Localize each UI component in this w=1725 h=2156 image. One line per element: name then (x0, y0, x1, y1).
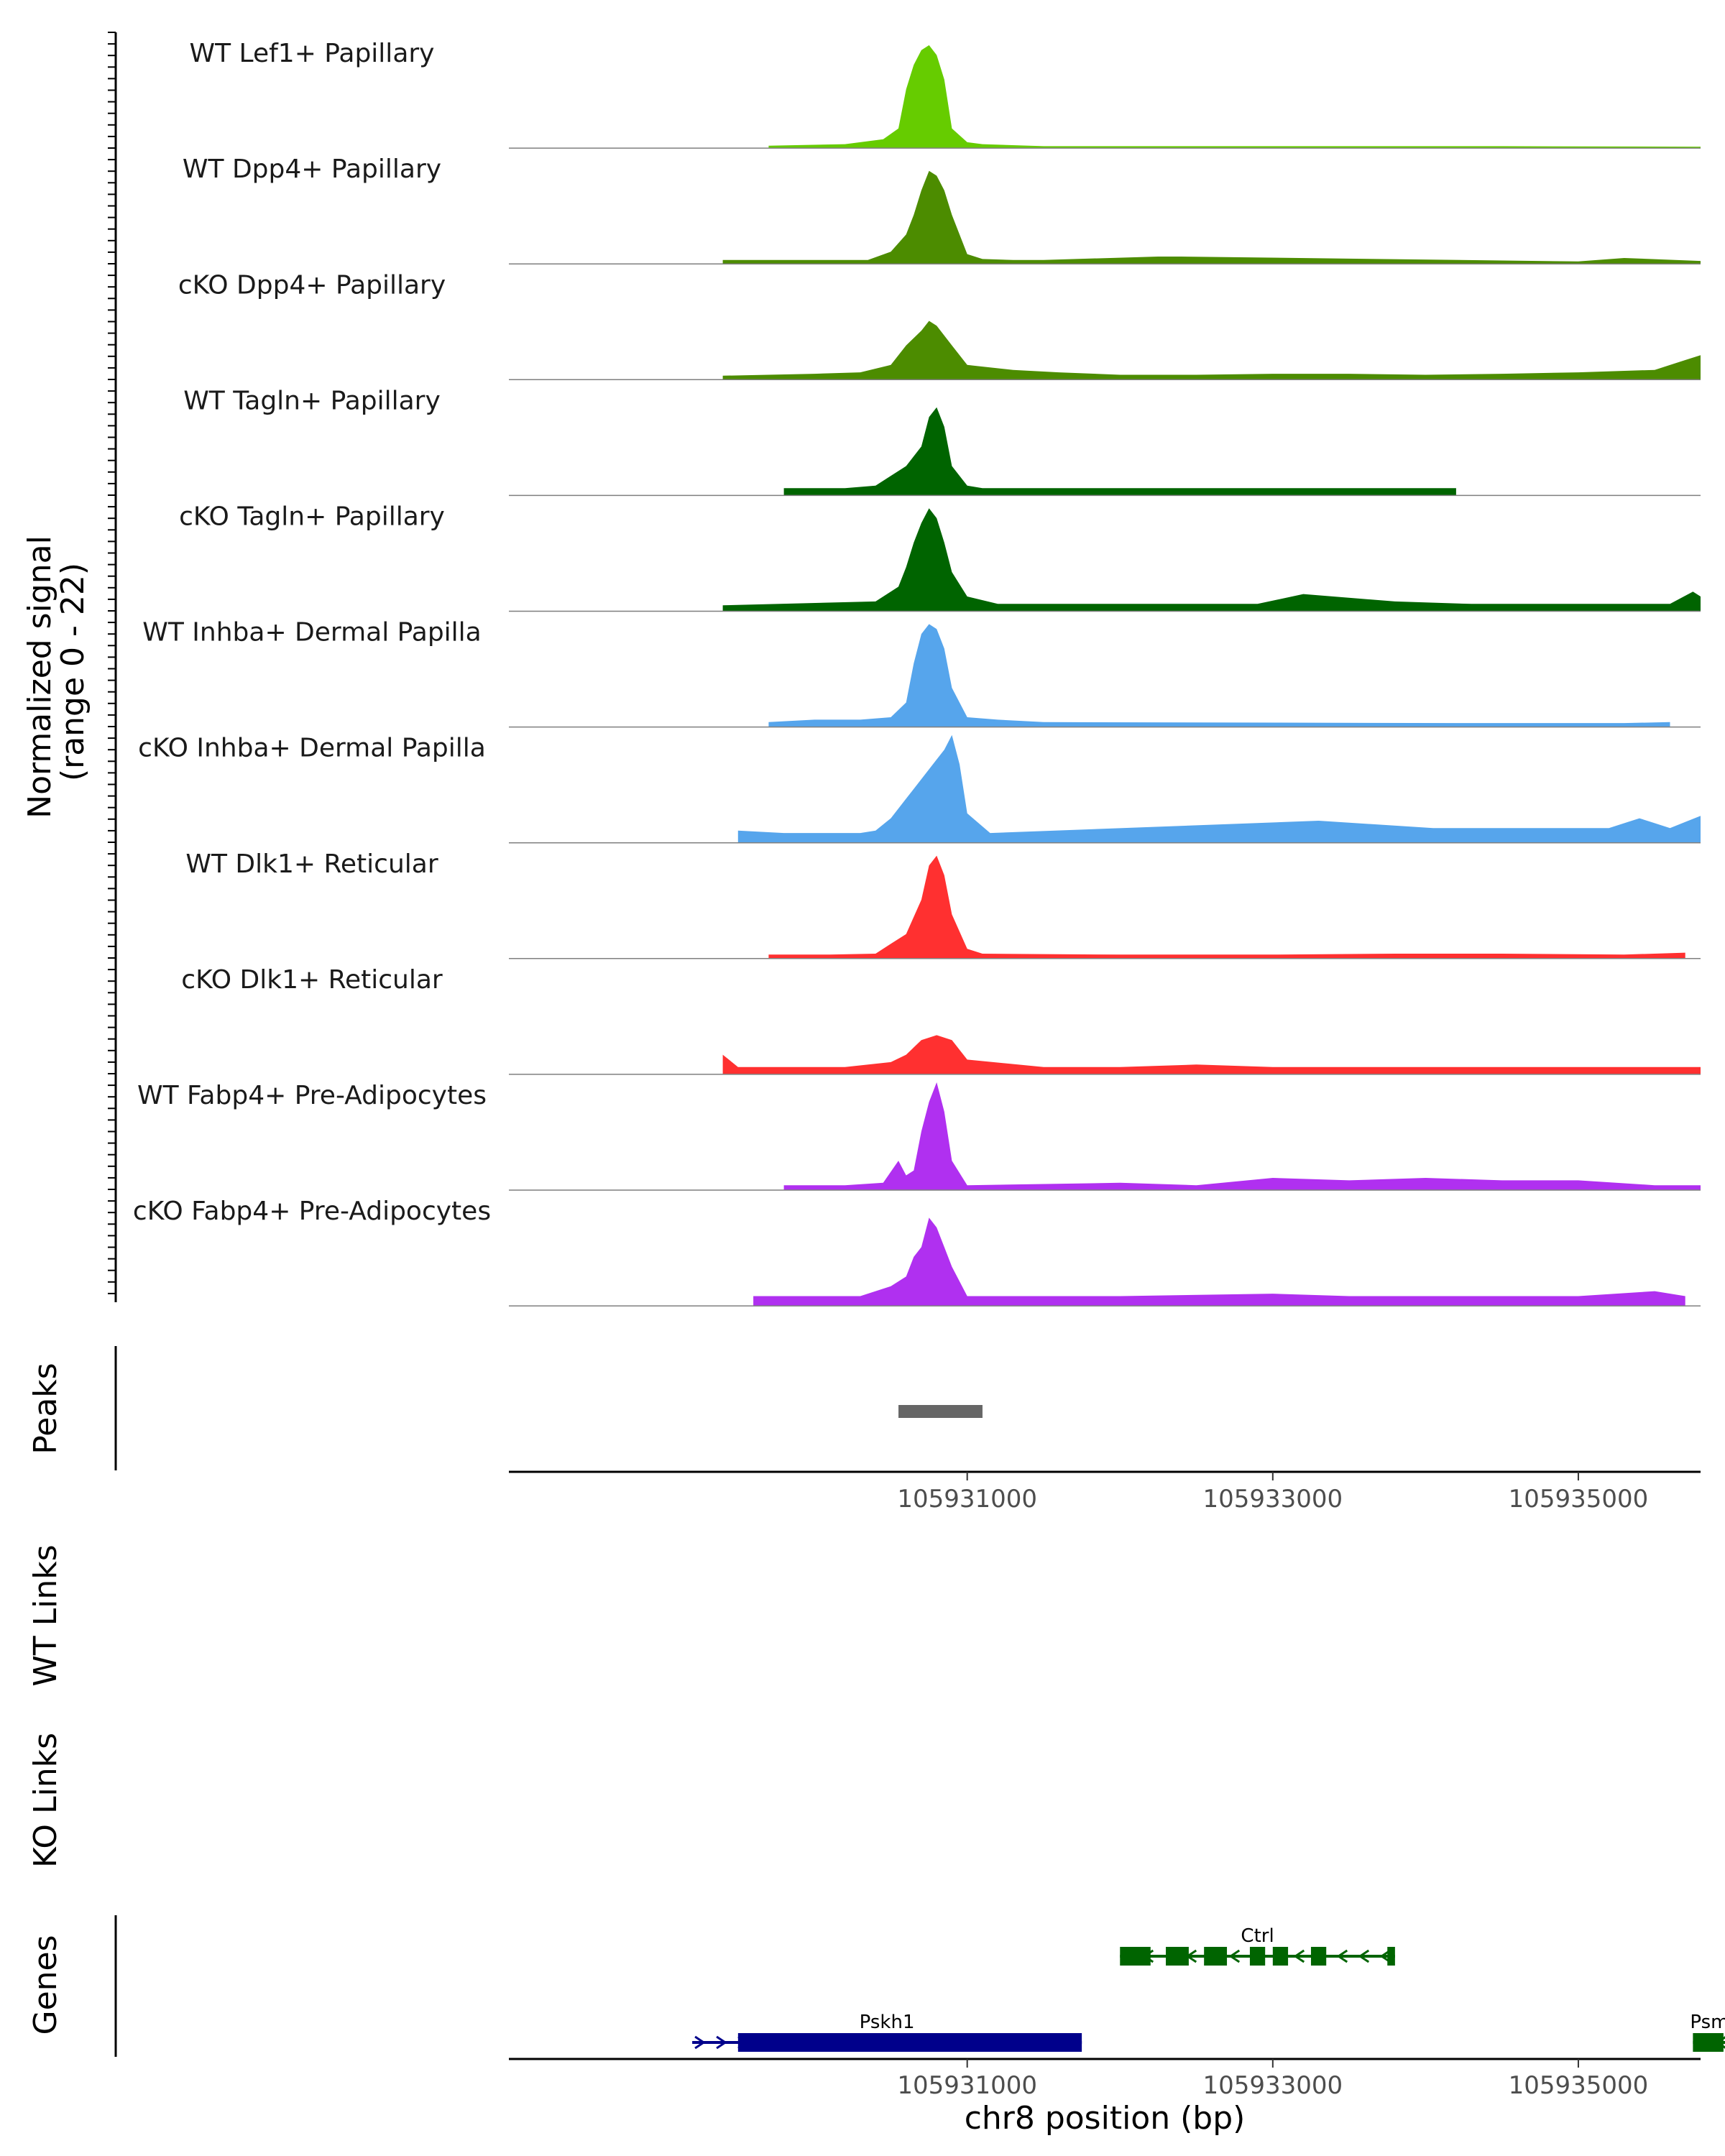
x-tick-label: 105931000 (897, 1485, 1037, 1514)
peak-region (898, 1405, 983, 1418)
x-axis-bottom: 105931000 105933000 105935000 (897, 2059, 1648, 2100)
track-11: cKO Fabp4+ Pre-Adipocytes (133, 1197, 1701, 1307)
track-label: cKO Dlk1+ Reticular (181, 965, 443, 995)
track-label: WT Dlk1+ Reticular (185, 849, 438, 879)
track-label: WT Tagln+ Papillary (183, 386, 441, 415)
coverage-axis-ticks (108, 32, 116, 1294)
y-axis-title-line2: (range 0 - 22) (55, 563, 91, 781)
gene-exon (1272, 1947, 1289, 1966)
gene-psmb10: Psmb10 (1690, 2012, 1725, 2052)
track-area (722, 170, 1701, 264)
gene-pskh1: Pskh1 (692, 2012, 1082, 2052)
strand-arrow (1228, 1949, 1241, 1963)
track-label: cKO Fabp4+ Pre-Adipocytes (133, 1197, 491, 1226)
track-area (737, 734, 1701, 843)
gene-ctrl: Ctrl (1120, 1925, 1395, 1966)
genes-label: Genes (27, 1935, 64, 2035)
track-area (783, 407, 1456, 496)
track-1: WT Lef1+ Papillary (190, 39, 1701, 149)
track-area (783, 1082, 1701, 1190)
gene-exon (1693, 2033, 1724, 2052)
track-8: WT Dlk1+ Reticular (185, 849, 1701, 959)
strand-arrow (694, 2035, 706, 2050)
strand-arrow (716, 2035, 727, 2050)
peaks-track (898, 1405, 983, 1418)
x-axis-title: chr8 position (bp) (965, 2100, 1246, 2137)
x-tick-label: 105935000 (1509, 2071, 1649, 2100)
track-label: WT Lef1+ Papillary (190, 39, 435, 68)
wt-links-label: WT Links (27, 1544, 64, 1686)
gene-exon (1387, 1947, 1395, 1966)
strand-arrow (1358, 1949, 1370, 1963)
track-area (753, 1217, 1685, 1307)
strand-arrow (1293, 1949, 1305, 1963)
coverage-tracks: WT Lef1+ Papillary WT Dpp4+ Papillary cKO … (133, 39, 1701, 1307)
gene-exon (1310, 1947, 1327, 1966)
ko-links-label: KO Links (27, 1733, 64, 1868)
peaks-label: Peaks (27, 1363, 64, 1454)
track-label: cKO Inhba+ Dermal Papilla (138, 734, 486, 763)
x-tick-label: 105933000 (1202, 1485, 1343, 1514)
track-2: WT Dpp4+ Papillary (183, 155, 1701, 264)
x-tick-label: 105931000 (897, 2071, 1037, 2100)
track-label: WT Fabp4+ Pre-Adipocytes (137, 1081, 487, 1110)
track-area (768, 45, 1701, 149)
gene-exon (737, 2033, 1082, 2052)
gene-annotation-track: Pskh1 Ctrl Psmb10 (692, 1925, 1725, 2052)
strand-arrow (1336, 1949, 1348, 1963)
track-6: WT Inhba+ Dermal Papilla (142, 618, 1701, 728)
track-9: cKO Dlk1+ Reticular (181, 965, 1701, 1075)
y-axis-title: Normalized signal (range 0 - 22) (22, 525, 91, 819)
track-4: WT Tagln+ Papillary (183, 386, 1701, 497)
y-axis-title-line1: Normalized signal (22, 535, 58, 819)
x-axis-top: 105931000 105933000 105935000 (897, 1472, 1648, 1514)
x-tick-label: 105933000 (1202, 2071, 1343, 2100)
track-area (722, 508, 1701, 612)
track-5: cKO Tagln+ Papillary (179, 502, 1701, 612)
track-10: WT Fabp4+ Pre-Adipocytes (137, 1081, 1701, 1191)
track-area (768, 624, 1670, 727)
track-3: cKO Dpp4+ Papillary (178, 270, 1701, 381)
track-label: WT Dpp4+ Papillary (183, 155, 441, 184)
gene-exon (1204, 1947, 1228, 1966)
track-area (722, 1035, 1701, 1074)
gene-name: Pskh1 (860, 2012, 915, 2033)
gene-name: Psmb10 (1690, 2012, 1725, 2033)
track-label: cKO Tagln+ Papillary (179, 502, 445, 532)
track-label: cKO Dpp4+ Papillary (178, 270, 446, 300)
gene-exon (1120, 1947, 1151, 1966)
track-area (722, 321, 1701, 380)
gene-exon (1166, 1947, 1189, 1966)
x-tick-label: 105935000 (1509, 1485, 1649, 1514)
track-area (768, 855, 1685, 959)
gene-name: Ctrl (1241, 1925, 1274, 1947)
track-7: cKO Inhba+ Dermal Papilla (138, 734, 1701, 844)
track-label: WT Inhba+ Dermal Papilla (142, 618, 481, 648)
gene-exon (1249, 1947, 1266, 1966)
